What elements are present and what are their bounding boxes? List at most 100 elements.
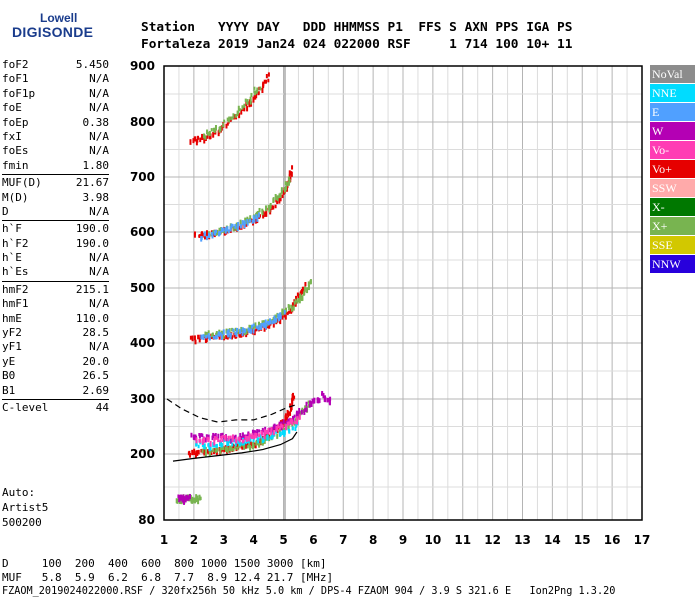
- echo-point: [285, 424, 288, 429]
- echo-point: [298, 298, 301, 304]
- echo-point: [193, 448, 196, 454]
- echo-point: [261, 208, 264, 214]
- echo-point: [244, 435, 247, 440]
- echo-point: [197, 444, 200, 449]
- echo-point: [250, 328, 253, 334]
- echo-point: [236, 327, 239, 333]
- echo-point: [234, 331, 237, 336]
- echo-point: [237, 443, 240, 448]
- echo-point: [201, 433, 204, 438]
- echo-point: [324, 396, 327, 403]
- param-row: foE N/A: [2, 101, 109, 115]
- echo-point: [241, 327, 244, 331]
- echo-point: [288, 178, 291, 184]
- param-value: 0.38: [82, 115, 110, 129]
- echo-point: [283, 429, 286, 436]
- echo-point: [219, 448, 222, 455]
- echo-point: [246, 99, 249, 105]
- y-tick-label: 80: [138, 513, 155, 527]
- echo-point: [223, 230, 226, 236]
- y-tick-label: 400: [130, 336, 155, 350]
- echo-point: [195, 437, 198, 444]
- echo-point: [273, 315, 276, 322]
- echo-point: [246, 445, 249, 449]
- echo-point: [288, 310, 291, 314]
- echo-point: [213, 439, 216, 446]
- echo-point: [267, 320, 270, 326]
- echo-point: [302, 409, 305, 414]
- echo-point: [190, 497, 193, 504]
- echo-point: [277, 424, 280, 429]
- echo-point: [244, 98, 247, 103]
- parameter-panel: foF2 5.450 foF1 N/A foF1p N/A foE N/A foEp 0.38 fx…: [2, 58, 109, 415]
- echo-point: [236, 446, 239, 451]
- echo-point: [248, 101, 251, 108]
- echo-point: [227, 435, 230, 440]
- echo-point: [178, 494, 181, 500]
- echo-point: [213, 230, 216, 235]
- echo-point: [183, 496, 186, 501]
- echo-point: [210, 128, 213, 132]
- echo-point: [281, 194, 284, 199]
- echo-point: [285, 307, 288, 313]
- echo-point: [212, 335, 215, 340]
- echo-point: [221, 439, 224, 443]
- echo-point: [264, 426, 267, 431]
- echo-point: [194, 452, 197, 459]
- param-row: yF2 28.5: [2, 326, 109, 340]
- echo-point: [215, 436, 218, 440]
- echo-point: [233, 114, 236, 119]
- x-tick-label: 12: [484, 533, 501, 547]
- echo-point: [175, 498, 178, 504]
- echo-point: [289, 411, 292, 416]
- echo-point: [275, 318, 278, 323]
- echo-point: [275, 425, 278, 432]
- echo-point: [272, 197, 275, 203]
- echo-point: [197, 135, 200, 140]
- echo-point: [322, 392, 325, 399]
- param-value: 26.5: [82, 369, 110, 383]
- echo-point: [239, 108, 242, 112]
- echo-point: [227, 329, 230, 335]
- param-value: N/A: [89, 204, 109, 218]
- echo-point: [252, 443, 255, 449]
- echo-point: [304, 282, 307, 287]
- echo-point: [249, 215, 252, 222]
- echo-point: [223, 119, 226, 123]
- param-name: foF1p: [2, 86, 36, 100]
- param-value: N/A: [89, 101, 109, 115]
- echo-point: [243, 434, 246, 441]
- x-tick-label: 7: [339, 533, 347, 547]
- param-name: hmF1: [2, 297, 29, 311]
- echo-point: [232, 448, 235, 452]
- echo-point: [203, 234, 206, 240]
- echo-point: [234, 441, 237, 447]
- x-tick-label: 16: [604, 533, 621, 547]
- echo-point: [264, 323, 267, 330]
- echo-point: [288, 170, 291, 175]
- echo-point: [280, 189, 283, 194]
- echo-point: [198, 496, 201, 500]
- echo-point: [220, 334, 223, 341]
- echo-point: [203, 231, 206, 237]
- echo-point: [201, 438, 204, 444]
- echo-point: [243, 103, 246, 108]
- echo-point: [231, 437, 234, 443]
- echo-point: [180, 494, 183, 500]
- param-name: h`F: [2, 222, 22, 236]
- echo-point: [307, 400, 310, 404]
- echo-point: [287, 418, 290, 422]
- echo-point: [267, 430, 270, 435]
- echo-point: [250, 434, 253, 439]
- echo-point: [230, 223, 233, 229]
- echo-point: [217, 231, 220, 237]
- echo-point: [218, 332, 221, 337]
- echo-point: [220, 435, 223, 440]
- echo-point: [239, 433, 242, 439]
- param-value: N/A: [89, 340, 109, 354]
- echo-point: [291, 165, 294, 170]
- echo-point: [214, 334, 217, 340]
- echo-point: [279, 312, 282, 317]
- echo-point: [207, 330, 210, 336]
- param-value: N/A: [89, 144, 109, 158]
